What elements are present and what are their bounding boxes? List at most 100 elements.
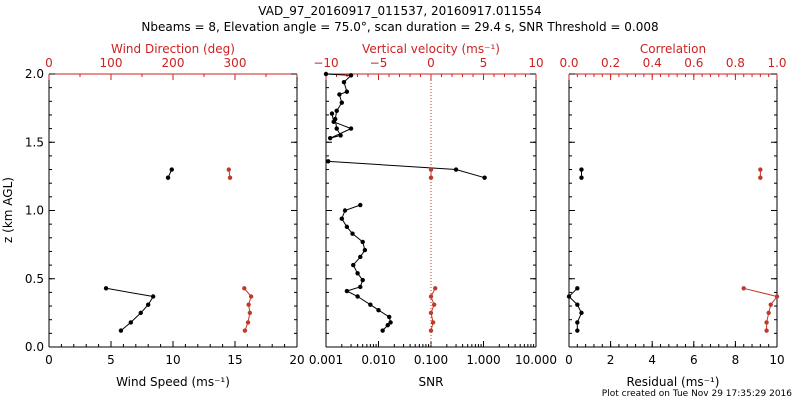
y-tick-label: 2.0 xyxy=(25,67,44,81)
snr-panel-black-point xyxy=(339,100,345,105)
residual-panel-red-point xyxy=(764,320,769,325)
snr-panel-black-point xyxy=(342,208,348,213)
residual-panel-black-point xyxy=(579,175,584,180)
title-line-1: VAD_97_20160917_011537, 20160917.011554 xyxy=(258,4,541,18)
snr-panel-black-point xyxy=(325,159,331,164)
snr-panel-black-point xyxy=(358,284,363,290)
residual-panel-top-tick-label: 0.4 xyxy=(643,56,662,70)
residual-panel-x-tick-label: 4 xyxy=(648,353,656,367)
snr-panel-black-point xyxy=(387,314,392,320)
residual-panel-red-point xyxy=(768,302,773,307)
wind-panel-black-point xyxy=(169,167,174,172)
wind-panel-red-point xyxy=(246,302,251,307)
snr-panel-black-point xyxy=(360,277,365,283)
wind-panel-black-point xyxy=(103,286,109,291)
residual-panel-top-tick-label: 0.6 xyxy=(684,56,703,70)
residual-panel-top-tick-label: 0.8 xyxy=(726,56,745,70)
wind-panel-red-point xyxy=(242,286,247,291)
wind-panel: 0.00.51.01.52.00 5 10 15 200 100 200 300 xyxy=(25,56,305,367)
snr-panel-black-point xyxy=(337,92,342,97)
snr-panel-black-point xyxy=(348,73,354,78)
wind-panel-black-point xyxy=(150,294,156,299)
title-line-2: Nbeams = 8, Elevation angle = 75.0°, sca… xyxy=(141,20,658,34)
panel3-top-axis-label: Correlation xyxy=(640,42,706,56)
snr-panel: 0.001 0.010 0.100 1.000 10.000 −10 −5 0 5 10 xyxy=(309,56,557,367)
y-tick-label: 0.5 xyxy=(25,272,44,286)
wind-panel-top-tick-label: 300 xyxy=(224,56,247,70)
snr-panel-black-point xyxy=(348,126,354,131)
wind-panel-red-point xyxy=(245,320,251,325)
y-axis-label: z (km AGL) xyxy=(1,177,15,243)
wind-panel-black-point xyxy=(146,302,151,307)
residual-panel-red-point xyxy=(758,167,763,172)
wind-panel-black-line xyxy=(105,287,155,331)
residual-panel-black-point xyxy=(579,167,584,172)
residual-panel-top-tick-label: 0.2 xyxy=(601,56,620,70)
snr-panel-black-point xyxy=(327,135,333,141)
residual-panel: 0 2 4 6 8 10 0.0 0.2 0.4 0.6 0.8 1.0 xyxy=(559,56,786,367)
snr-panel-black-point xyxy=(358,254,363,260)
snr-panel-red-point xyxy=(428,310,434,316)
residual-panel-top-tick-label: 1.0 xyxy=(767,56,786,70)
panel2-bottom-axis-label: SNR xyxy=(419,375,444,389)
panel1-top-axis-label: Wind Direction (deg) xyxy=(111,42,235,56)
footer-timestamp: Plot created on Tue Nov 29 17:35:29 2016 xyxy=(602,389,792,399)
snr-panel-red-point xyxy=(428,167,434,172)
snr-panel-black-point xyxy=(323,71,329,77)
snr-panel-black-point xyxy=(331,119,336,124)
wind-panel-black-point xyxy=(165,175,171,180)
snr-panel-black-point xyxy=(380,328,385,333)
snr-panel-top-tick-label: −5 xyxy=(370,56,388,70)
residual-panel-red-point xyxy=(764,328,769,333)
wind-panel-top-tick-label: 100 xyxy=(100,56,123,70)
y-tick-label: 1.5 xyxy=(25,135,44,149)
snr-panel-red-point xyxy=(428,294,434,299)
snr-panel-black-point xyxy=(350,231,355,236)
snr-panel-top-tick-label: 0 xyxy=(427,56,435,70)
wind-panel-red-point xyxy=(227,175,233,180)
wind-panel-black-point xyxy=(118,328,124,333)
snr-panel-black-point xyxy=(341,79,347,85)
residual-panel-black-point xyxy=(575,286,580,291)
snr-panel-black-point xyxy=(338,133,343,138)
wind-panel-x-tick-label: 0 xyxy=(45,353,53,367)
snr-panel-black-point xyxy=(334,108,339,114)
residual-panel-x-tick-label: 8 xyxy=(732,353,740,367)
snr-panel-black-point xyxy=(334,126,339,131)
residual-panel-black-point xyxy=(566,294,572,299)
residual-panel-black-point xyxy=(575,302,580,307)
residual-panel-x-tick-label: 10 xyxy=(769,353,784,367)
snr-panel-black-point xyxy=(360,239,365,245)
snr-panel-red-point xyxy=(433,286,438,291)
snr-panel-black-point xyxy=(351,262,356,268)
snr-panel-black-point xyxy=(482,175,487,180)
residual-panel-red-point xyxy=(766,310,771,316)
snr-panel-black-point xyxy=(329,111,335,116)
snr-panel-black-point xyxy=(355,294,360,299)
snr-panel-black-line xyxy=(341,204,392,331)
wind-panel-red-point xyxy=(247,310,253,316)
snr-panel-black-point xyxy=(358,202,363,208)
snr-panel-x-tick-label: 0.100 xyxy=(414,353,448,367)
residual-panel-black-line xyxy=(568,287,583,331)
residual-panel-red-point xyxy=(741,286,746,291)
snr-panel-x-tick-label: 0.001 xyxy=(309,353,343,367)
snr-panel-black-point xyxy=(453,167,459,172)
residual-panel-black-point xyxy=(575,328,580,333)
snr-panel-red-point xyxy=(430,320,436,325)
wind-panel-top-tick-label: 200 xyxy=(162,56,185,70)
snr-panel-black-line xyxy=(328,160,485,179)
y-tick-label: 1.0 xyxy=(25,204,44,218)
panel3-bottom-axis-label: Residual (ms⁻¹) xyxy=(627,375,720,389)
wind-panel-black-point xyxy=(128,320,134,325)
panel2-top-axis-label: Vertical velocity (ms⁻¹) xyxy=(362,42,500,56)
residual-panel-red-point xyxy=(758,175,763,180)
residual-panel-x-tick-label: 6 xyxy=(690,353,698,367)
residual-panel-x-tick-label: 0 xyxy=(565,353,573,367)
wind-panel-x-tick-label: 20 xyxy=(289,353,304,367)
wind-panel-x-tick-label: 10 xyxy=(165,353,180,367)
snr-panel-black-point xyxy=(385,322,390,328)
wind-panel-red-point xyxy=(242,328,248,333)
snr-panel-top-tick-label: 10 xyxy=(528,56,543,70)
